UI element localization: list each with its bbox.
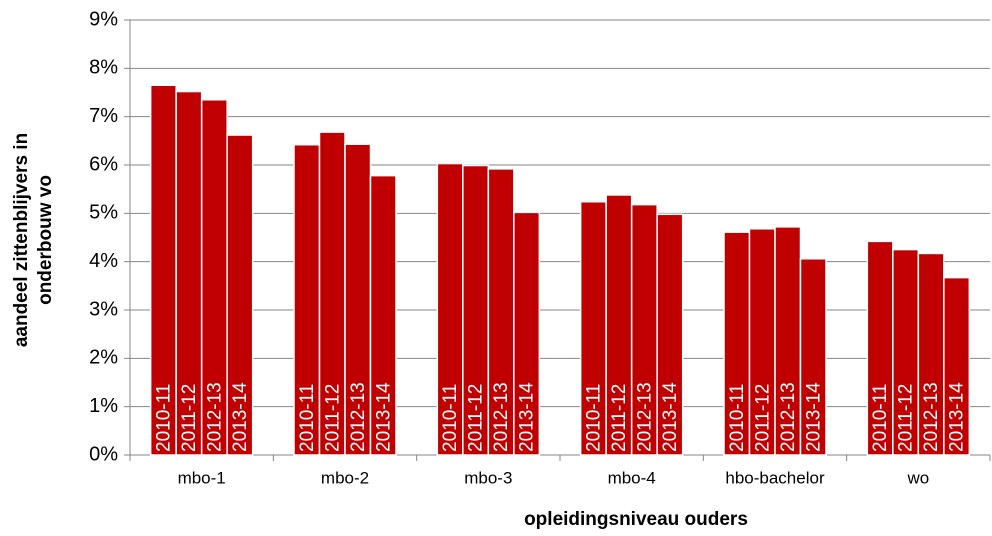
bar — [579, 200, 607, 456]
y-tick-label: 3% — [89, 298, 118, 320]
bar-series-label: 2010-11 — [440, 384, 461, 452]
bar — [656, 213, 684, 456]
bar-series-label: 2013-14 — [803, 382, 824, 452]
bar-series-label: 2011-12 — [609, 384, 630, 452]
bar-series-label: 2010-11 — [870, 384, 891, 452]
bar — [605, 194, 633, 456]
bar — [943, 276, 971, 456]
x-tick-label: mbo-2 — [321, 468, 369, 487]
x-tick-label: hbo-bachelor — [725, 468, 825, 487]
x-axis-title: opleidingsniveau ouders — [524, 509, 748, 530]
bar — [723, 231, 751, 456]
bar-series-label: 2010-11 — [583, 384, 604, 452]
bar — [175, 90, 203, 456]
bar — [369, 174, 397, 456]
bar-series-label: 2011-12 — [752, 384, 773, 452]
bar-series-label: 2012-13 — [491, 382, 512, 452]
y-tick-label: 7% — [89, 105, 118, 127]
bar — [866, 240, 894, 456]
bar-series-label: 2011-12 — [896, 384, 917, 452]
bar — [630, 203, 658, 456]
bar-series-label: 2012-13 — [921, 382, 942, 452]
bar-series-label: 2011-12 — [322, 384, 343, 452]
bar-series-label: 2011-12 — [179, 384, 200, 452]
bar-series-label: 2010-11 — [153, 384, 174, 452]
bar — [748, 228, 776, 456]
bar-series-label: 2013-14 — [660, 382, 681, 452]
bar-series-label: 2010-11 — [297, 384, 318, 452]
bar-series-label: 2013-14 — [373, 382, 394, 452]
bar-series-label: 2012-13 — [634, 382, 655, 452]
bar-series-label: 2011-12 — [466, 384, 487, 452]
bar-series-label: 2012-13 — [204, 382, 225, 452]
bar-series-label: 2013-14 — [230, 382, 251, 452]
y-tick-label: 2% — [89, 347, 118, 369]
y-axis-title: aandeel zittenblijvers in onderbouw vo — [11, 133, 56, 347]
bar — [462, 164, 490, 456]
y-axis-title-line: aandeel zittenblijvers in — [11, 133, 32, 347]
y-tick-label: 1% — [89, 395, 118, 417]
y-tick-label: 5% — [89, 202, 118, 224]
y-tick-label: 4% — [89, 250, 118, 272]
bar — [149, 84, 177, 456]
bar — [487, 168, 515, 456]
bar-series-label: 2013-14 — [947, 382, 968, 452]
x-tick-label: mbo-4 — [608, 468, 656, 487]
y-axis-title-line: onderbouw vo — [35, 175, 56, 305]
bar-series-label: 2012-13 — [778, 382, 799, 452]
x-tick-label: wo — [906, 468, 929, 487]
y-tick-label: 9% — [89, 8, 118, 30]
y-tick-label: 6% — [89, 153, 118, 175]
bar-series-label: 2012-13 — [348, 382, 369, 452]
y-tick-label: 0% — [89, 443, 118, 465]
bar — [200, 99, 228, 456]
bar — [226, 134, 254, 456]
bar — [799, 258, 827, 456]
x-tick-label: mbo-1 — [178, 468, 226, 487]
bar — [513, 211, 541, 456]
bar-series-label: 2013-14 — [517, 382, 538, 452]
x-tick-label: mbo-3 — [464, 468, 512, 487]
y-tick-label: 8% — [89, 57, 118, 79]
bar-series-label: 2010-11 — [727, 384, 748, 452]
bar — [318, 131, 346, 456]
